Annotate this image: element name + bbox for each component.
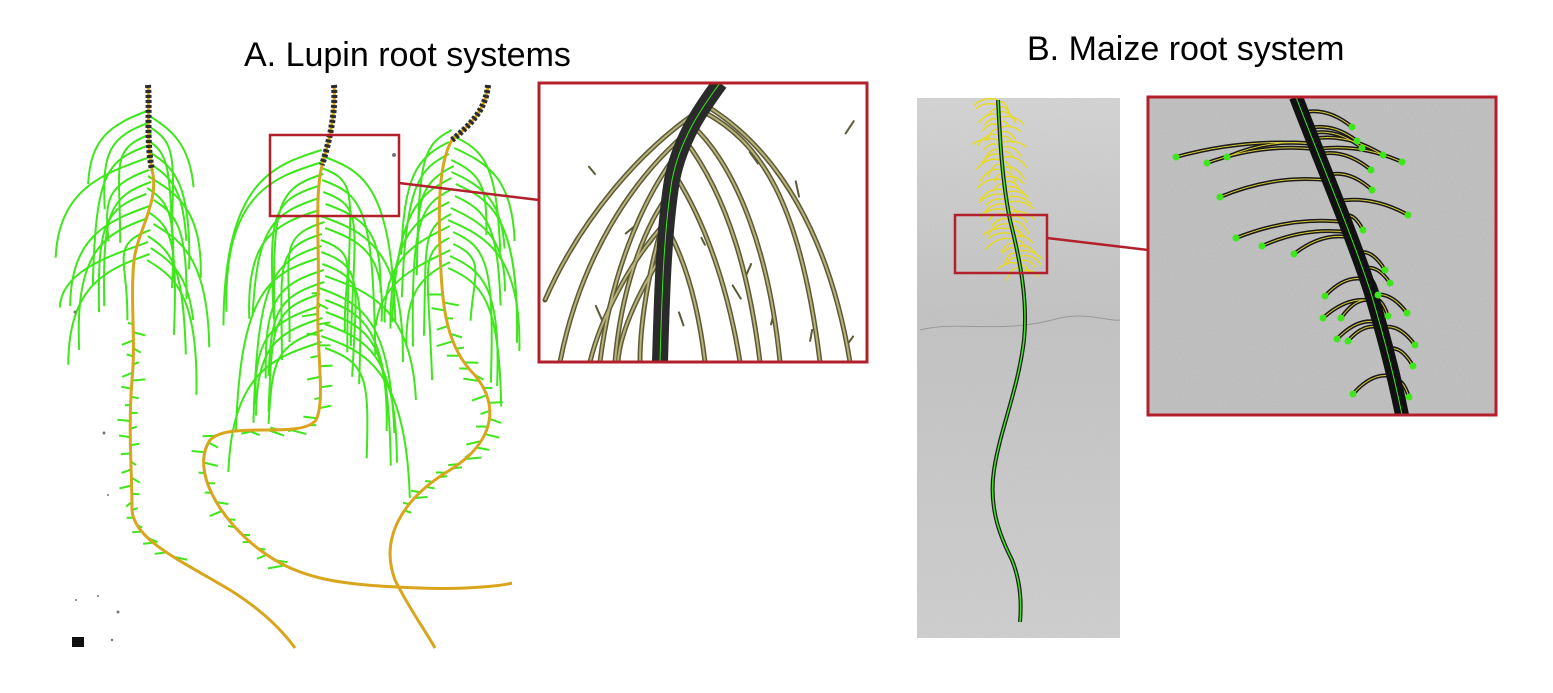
lupin-zoom-frame [537,81,869,364]
maize-root-image [917,98,1120,638]
lupin-highlight-box [268,133,401,218]
lupin-plant-3-primary-root [388,84,492,649]
lupin-connector-line [398,181,540,202]
lupin-plant-2-primary-root [202,84,513,590]
panel-b-title: B. Maize root system [1027,30,1345,68]
maize-connector-line [1046,236,1149,252]
maize-highlight-box [953,213,1049,275]
panel-a-title: A. Lupin root systems [244,36,571,74]
scan-specks [72,153,396,647]
lupin-plant-1-laterals [54,109,211,561]
maize-zoom-frame [1146,95,1498,417]
lupin-zoom-inset [539,83,867,362]
maize-zoom-inset [1148,97,1496,415]
lupin-root-image [54,84,521,649]
lupin-plant-2-laterals [191,149,417,575]
lupin-plant-1-primary-root [128,84,297,649]
